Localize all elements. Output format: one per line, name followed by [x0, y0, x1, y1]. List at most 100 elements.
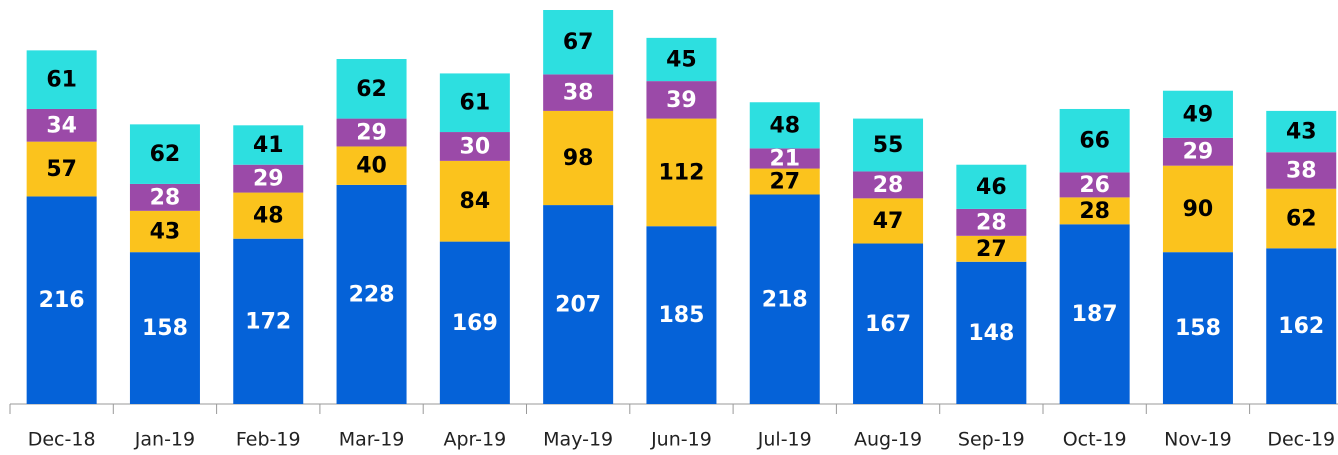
- value-label: 40: [356, 154, 387, 179]
- bar-segment: [956, 235, 1027, 262]
- bar-segment: [853, 243, 924, 404]
- value-label: 67: [563, 30, 594, 55]
- value-label: 46: [976, 175, 1007, 200]
- value-label: 172: [245, 309, 291, 334]
- bar-segment: [853, 118, 924, 172]
- x-tick-label: Jun-19: [650, 429, 712, 451]
- bar-segment: [26, 50, 97, 109]
- value-label: 29: [1183, 140, 1214, 165]
- bar-segment: [543, 74, 614, 111]
- x-tick-label: Dec-18: [28, 429, 96, 451]
- bar-segment: [749, 168, 820, 195]
- x-tick-label: Jan-19: [134, 429, 195, 451]
- bar-segment: [336, 118, 407, 147]
- x-tick-label: Apr-19: [444, 429, 507, 451]
- bar-segment: [1266, 188, 1337, 249]
- bar-segment: [646, 226, 717, 404]
- value-label: 162: [1278, 314, 1324, 339]
- bar-segment: [1162, 137, 1233, 166]
- value-label: 148: [968, 321, 1014, 346]
- value-label: 62: [356, 77, 387, 102]
- value-label: 43: [150, 220, 181, 245]
- x-tick-label: Mar-19: [339, 429, 405, 451]
- value-label: 29: [356, 121, 387, 146]
- x-tick-label: Nov-19: [1164, 429, 1232, 451]
- bar-segment: [129, 124, 200, 184]
- bar-segment: [853, 171, 924, 199]
- bar-segment: [1266, 110, 1337, 153]
- bar-segment: [646, 118, 717, 227]
- bar-segment: [1059, 197, 1130, 225]
- bar-segment: [336, 146, 407, 185]
- bar-segment: [233, 238, 304, 404]
- value-label: 21: [769, 146, 800, 171]
- bar-segment: [439, 132, 510, 161]
- bar-segment: [853, 198, 924, 244]
- x-tick-label: Feb-19: [236, 429, 301, 451]
- value-label: 28: [976, 210, 1007, 235]
- bar-segment: [1162, 165, 1233, 253]
- value-label: 84: [460, 189, 491, 214]
- value-label: 61: [46, 68, 77, 93]
- value-label: 62: [1286, 207, 1317, 232]
- value-label: 27: [769, 170, 800, 195]
- bar-segment: [543, 110, 614, 206]
- x-tick-label: Aug-19: [854, 429, 922, 451]
- value-label: 28: [1079, 199, 1110, 224]
- value-label: 38: [1286, 158, 1317, 183]
- value-label: 158: [1175, 316, 1221, 341]
- bar-segment: [129, 210, 200, 253]
- bar-segment: [1162, 252, 1233, 404]
- value-label: 45: [666, 47, 697, 72]
- bar-segment: [543, 205, 614, 404]
- value-label: 27: [976, 237, 1007, 262]
- value-label: 169: [452, 311, 498, 336]
- value-label: 48: [769, 113, 800, 138]
- value-label: 55: [873, 133, 904, 158]
- value-label: 228: [349, 282, 395, 307]
- bar-segment: [646, 81, 717, 119]
- bar-segment: [1162, 90, 1233, 138]
- value-label: 216: [39, 288, 85, 313]
- value-label: 187: [1072, 302, 1118, 327]
- value-label: 167: [865, 312, 911, 337]
- value-label: 41: [253, 133, 284, 158]
- bar-segment: [1059, 108, 1130, 173]
- value-label: 38: [563, 81, 594, 106]
- value-label: 28: [873, 173, 904, 198]
- bar-segment: [1059, 224, 1130, 404]
- value-label: 158: [142, 316, 188, 341]
- bar-segment: [233, 192, 304, 239]
- value-label: 43: [1286, 120, 1317, 145]
- bar-segment: [439, 73, 510, 133]
- bar-segment: [1266, 152, 1337, 189]
- value-label: 26: [1079, 173, 1110, 198]
- value-label: 48: [253, 204, 284, 229]
- bar-segment: [26, 141, 97, 197]
- value-label: 112: [658, 160, 704, 185]
- value-label: 30: [460, 134, 491, 159]
- value-label: 66: [1079, 129, 1110, 154]
- bar-segment: [749, 194, 820, 404]
- x-tick-label: Jul-19: [757, 429, 812, 451]
- bar-segment: [233, 164, 304, 193]
- bar-segment: [26, 196, 97, 404]
- bar-segment: [956, 261, 1027, 404]
- x-tick-label: May-19: [543, 429, 613, 451]
- value-label: 61: [460, 91, 491, 116]
- bar-segment: [129, 252, 200, 404]
- value-label: 29: [253, 167, 284, 192]
- value-label: 28: [150, 185, 181, 210]
- value-label: 47: [873, 209, 904, 234]
- bar-segment: [26, 108, 97, 142]
- bar-segment: [1266, 248, 1337, 404]
- value-label: 39: [666, 88, 697, 113]
- bar-segment: [956, 208, 1027, 236]
- bar-segment: [336, 59, 407, 119]
- bar-segment: [439, 241, 510, 404]
- bar-segment: [749, 148, 820, 169]
- x-tick-label: Oct-19: [1063, 429, 1127, 451]
- value-label: 98: [563, 146, 594, 171]
- bar-segment: [1059, 172, 1130, 198]
